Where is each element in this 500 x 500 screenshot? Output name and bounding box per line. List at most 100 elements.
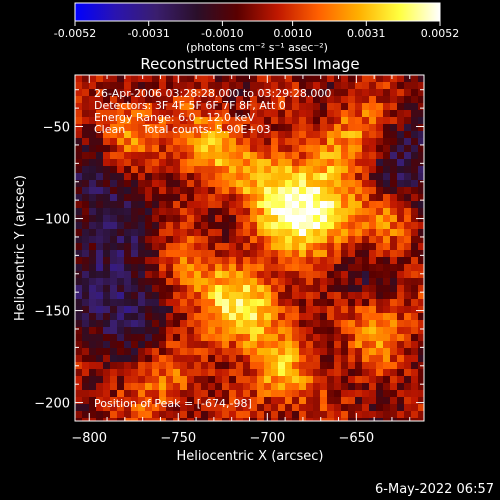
heatmap-cell [313, 278, 321, 286]
heatmap-cell [341, 173, 349, 181]
heatmap-cell [96, 313, 104, 321]
heatmap-cell [201, 369, 209, 377]
heatmap-cell [418, 82, 424, 90]
heatmap-cell [180, 124, 188, 132]
heatmap-cell [348, 131, 356, 139]
heatmap-cell [257, 215, 265, 223]
heatmap-cell [243, 320, 251, 328]
heatmap-cell [117, 173, 125, 181]
heatmap-cell [341, 138, 349, 146]
heatmap-cell [201, 348, 209, 356]
heatmap-cell [250, 264, 258, 272]
heatmap-cell [173, 194, 181, 202]
heatmap-cell [418, 250, 424, 258]
heatmap-cell [390, 124, 398, 132]
heatmap-cell [327, 103, 335, 111]
heatmap-cell [110, 257, 118, 265]
heatmap-cell [264, 215, 272, 223]
heatmap-cell [320, 82, 328, 90]
heatmap-cell [397, 383, 405, 391]
heatmap-cell [334, 411, 342, 419]
heatmap-cell [117, 131, 125, 139]
heatmap-cell [124, 320, 132, 328]
heatmap-cell [362, 89, 370, 97]
heatmap-cell [313, 180, 321, 188]
heatmap-cell [173, 152, 181, 160]
heatmap-cell [222, 292, 230, 300]
heatmap-cell [82, 215, 90, 223]
heatmap-cell [271, 271, 279, 279]
heatmap-cell [208, 180, 216, 188]
heatmap-cell [278, 264, 286, 272]
heatmap-cell [124, 369, 132, 377]
heatmap-cell [152, 229, 160, 237]
heatmap-cell [341, 376, 349, 384]
heatmap-cell [334, 124, 342, 132]
heatmap-cell [383, 89, 391, 97]
heatmap-cell [362, 138, 370, 146]
heatmap-cell [222, 82, 230, 90]
heatmap-cell [376, 397, 384, 405]
heatmap-cell [278, 243, 286, 251]
heatmap-cell [173, 131, 181, 139]
heatmap-cell [159, 180, 167, 188]
heatmap-cell [292, 96, 300, 104]
heatmap-cell [334, 187, 342, 195]
heatmap-cell [96, 138, 104, 146]
heatmap-cell [404, 152, 412, 160]
heatmap-cell [166, 299, 174, 307]
heatmap-cell [117, 264, 125, 272]
heatmap-cell [369, 341, 377, 349]
heatmap-cell [215, 75, 223, 83]
heatmap-cell [355, 243, 363, 251]
heatmap-cell [96, 96, 104, 104]
heatmap-cell [180, 313, 188, 321]
heatmap-cell [411, 201, 419, 209]
heatmap-cell [313, 89, 321, 97]
heatmap-cell [229, 299, 237, 307]
heatmap-cell [180, 285, 188, 293]
heatmap-cell [103, 131, 111, 139]
heatmap-cell [173, 355, 181, 363]
heatmap-cell [299, 404, 307, 412]
heatmap-cell [229, 96, 237, 104]
heatmap-cell [292, 285, 300, 293]
heatmap-cell [159, 320, 167, 328]
heatmap-cell [369, 306, 377, 314]
heatmap-cell [159, 131, 167, 139]
heatmap-cell [327, 131, 335, 139]
heatmap-cell [383, 355, 391, 363]
heatmap-cell [117, 152, 125, 160]
heatmap-cell [257, 313, 265, 321]
heatmap-cell [369, 397, 377, 405]
heatmap-cell [117, 257, 125, 265]
heatmap-cell [89, 103, 97, 111]
heatmap-cell [306, 96, 314, 104]
heatmap-cell [299, 145, 307, 153]
heatmap-cell [306, 138, 314, 146]
heatmap-cell [166, 278, 174, 286]
heatmap-cell [362, 292, 370, 300]
heatmap-cell [418, 180, 424, 188]
heatmap-cell [229, 362, 237, 370]
heatmap-cell [201, 75, 209, 83]
heatmap-cell [131, 229, 139, 237]
heatmap-cell [187, 236, 195, 244]
heatmap-cell [194, 313, 202, 321]
heatmap-cell [362, 110, 370, 118]
heatmap-cell [145, 376, 153, 384]
heatmap-cell [117, 418, 125, 421]
heatmap-cell [117, 201, 125, 209]
heatmap-cell [257, 362, 265, 370]
heatmap-cell [229, 117, 237, 125]
heatmap-cell [348, 159, 356, 167]
heatmap-cell [180, 145, 188, 153]
heatmap-cell [264, 264, 272, 272]
heatmap-cell [187, 271, 195, 279]
heatmap-cell [397, 369, 405, 377]
heatmap-cell [152, 341, 160, 349]
heatmap-cell [390, 215, 398, 223]
heatmap-cell [243, 236, 251, 244]
heatmap-cell [138, 222, 146, 230]
heatmap-cell [320, 96, 328, 104]
